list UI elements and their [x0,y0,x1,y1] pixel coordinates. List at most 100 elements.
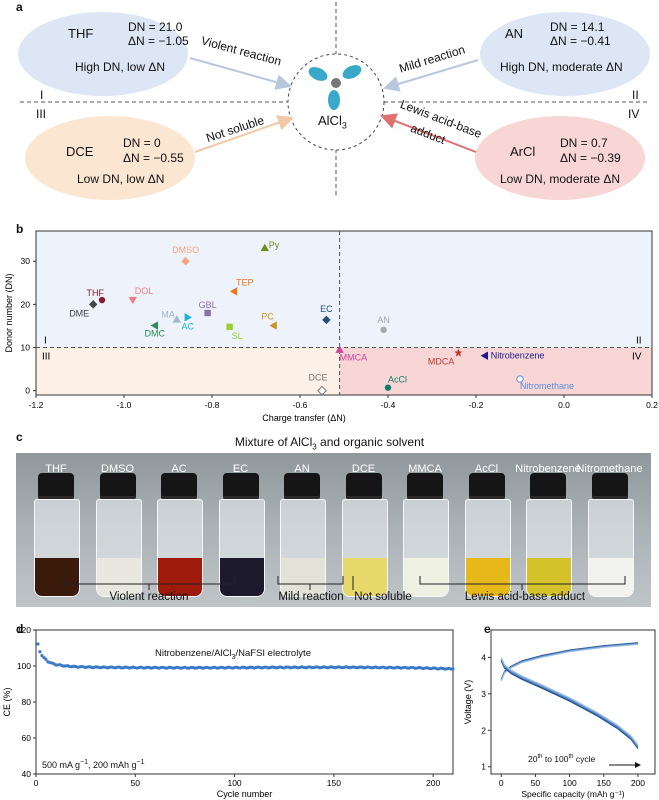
vial-label-ac: AC [171,463,187,475]
curve-discharge [500,657,639,746]
panel-c-label: c [16,430,23,444]
group-label-lewis: Lewis acid-base adduct [464,591,586,603]
y-tick-label: 20 [21,299,31,309]
x-tick-label: -1.0 [117,400,132,410]
vial-glass [587,499,634,597]
vial-cap [99,473,136,499]
region-low-dn-moderate [339,347,652,395]
curve-charge [500,643,638,682]
vial-accl [463,473,511,597]
vial-liquid [158,557,202,596]
label-an: AN [377,315,390,325]
vial-label-dce: DCE [351,463,376,475]
vial-thf [32,473,80,597]
vial-liquid [342,557,387,596]
ce-point [451,667,455,671]
quadrant-iii: III [36,107,47,121]
label-nitromethane: Nitromethane [520,381,574,391]
point-dmc [150,321,158,330]
x-tick-label: 50 [531,778,541,788]
ellipse-dce [25,116,195,200]
label-tep: TEP [236,277,254,287]
point-mmca [335,345,344,353]
vial-nitromethane [586,473,634,597]
curve-discharge [500,660,639,749]
vial-glass [464,499,511,597]
y-tick-label: 0 [25,386,30,396]
x-axis-label: Charge transfer (ΔN) [262,413,346,423]
label-dol: DOL [135,286,154,296]
panel-d-condition: 500 mA g−1, 200 mAh g−1 [42,759,145,770]
label-ma: MA [161,309,175,319]
vials-photo [16,453,651,607]
x-tick-label: 200 [426,778,440,788]
vial-an [278,473,326,597]
x-tick-label: -0.6 [293,400,308,410]
thf-desc: High DN, low ΔN [75,60,166,74]
point-sl [226,323,233,331]
vial-glass [403,499,449,597]
label-mmca: MMCA [340,353,368,363]
curve-discharge [500,659,639,748]
x-tick-label: 0.0 [558,400,570,410]
vial-label-nitrobenzene: Nitrobenzene [515,463,581,475]
vial-ac [155,473,203,597]
ellipse-thf [18,12,188,96]
x-tick-label: 100 [227,778,241,788]
thf-name: THF [68,26,94,41]
an-name: AN [505,26,524,41]
dce-dN: ΔN = −0.55 [123,151,184,165]
x-axis-label: Specific capacity (mAh g⁻¹) [521,789,624,799]
y-tick-label: 30 [21,256,31,266]
y-tick-label: 4 [481,652,486,662]
x-tick-label: -0.8 [205,400,220,410]
annotation-arrowhead [635,762,641,768]
y-axis-label: CE (%) [2,687,12,716]
vial-cap [345,473,382,499]
vial-liquid [527,557,571,596]
group-label-not-soluble: Not soluble [354,591,412,603]
vial-glass [526,499,572,597]
point-dol [128,296,137,305]
arcl-name: ArCl [510,144,536,159]
quadrant-label: II [636,336,642,347]
point-tep [229,287,238,296]
vial-glass [341,499,388,597]
ce-point [36,642,40,646]
ellipse-arcl [475,116,645,200]
point-nitromethane [516,375,524,383]
label-mdca: MDCA [428,357,455,367]
arrow-label-violent: Violent reaction [199,33,283,69]
arrow-label-not-soluble: Not soluble [204,113,266,145]
panel-d-label: d [16,622,24,636]
x-tick-label: 0 [499,778,504,788]
label-ac: AC [182,321,195,331]
panel-e-annotation: 20th to 100th cycle [528,754,596,764]
label-thf: THF [87,288,105,298]
panel-d-legend: Nitrobenzene/AlCl3/NaFSI electrolyte [155,648,311,661]
y-tick-label: 1 [481,762,486,772]
x-tick-label: -0.2 [469,400,484,410]
y-tick-label: 120 [17,625,31,635]
vial-cap [407,473,443,499]
thf-dN: ΔN = −1.05 [128,34,189,48]
point-dme [89,300,98,309]
label-pc: PC [261,312,274,322]
label-dmso: DMSO [172,245,199,255]
label-accl: AcCl [388,375,407,385]
point-dce [317,385,327,396]
plot-frame [490,629,656,775]
panel-b-chart: -1.2 -1.0 -0.8 -0.6 -0.4 -0.2 0.0 0.2 0 10 20 30 Cha… [4,230,658,423]
quadrant-label: IV [632,352,642,363]
vial-label-ec: EC [232,463,249,475]
point-gbl [204,309,211,317]
y-tick-label: 80 [22,697,32,707]
vial-liquid [219,557,264,596]
vial-cap [530,473,566,499]
quadrant-i: I [40,88,44,102]
vial-cap [38,473,74,499]
panel-c-title: Mixture of AlCl3 and organic solvent [234,435,425,452]
point-ec [322,315,331,325]
dce-name: DCE [66,144,94,159]
y-tick-label: 40 [22,769,32,779]
